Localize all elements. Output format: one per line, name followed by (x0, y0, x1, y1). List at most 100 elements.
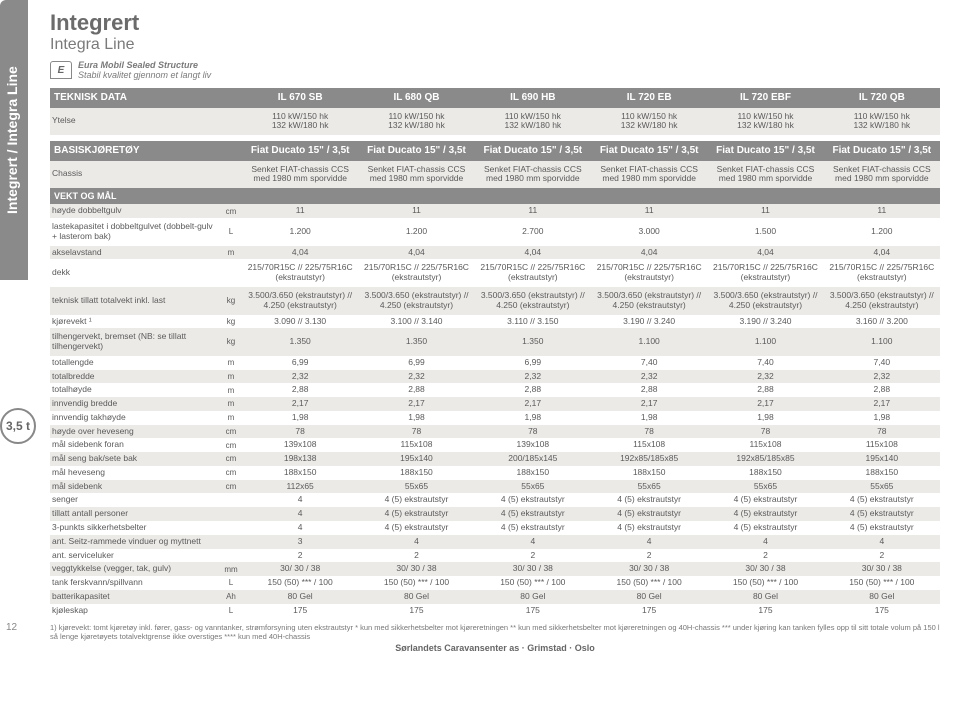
cell: 3.500/3.650 (ekstrautstyr) // 4.250 (eks… (591, 287, 707, 315)
cell: 1.100 (707, 328, 823, 356)
cell: 4 (591, 535, 707, 549)
cell: 4,04 (591, 246, 707, 260)
cell: 55x65 (358, 480, 474, 494)
cell: 188x150 (824, 466, 940, 480)
cell: 150 (50) *** / 100 (707, 576, 823, 590)
cell: 175 (824, 604, 940, 618)
cell: 1,98 (591, 411, 707, 425)
table-row: tillatt antall personer44 (5) ekstrautst… (50, 507, 940, 521)
row-unit: m (220, 356, 242, 370)
cell: 150 (50) *** / 100 (824, 576, 940, 590)
row-label: Chassis (50, 161, 220, 189)
cell: 11 (824, 204, 940, 218)
row-unit: kg (220, 287, 242, 315)
cell: Fiat Ducato 15" / 3,5t (707, 141, 823, 161)
cell: Fiat Ducato 15" / 3,5t (591, 141, 707, 161)
cell: 4 (5) ekstrautstyr (824, 507, 940, 521)
row-unit: kg (220, 315, 242, 329)
row-unit: cm (220, 466, 242, 480)
row-label: høyde dobbeltgulv (50, 204, 220, 218)
cell: 55x65 (475, 480, 591, 494)
cell: 4,04 (242, 246, 358, 260)
cell: 4,04 (475, 246, 591, 260)
cell: 112x65 (242, 480, 358, 494)
cell: 30/ 30 / 38 (591, 562, 707, 576)
cell: 1.350 (242, 328, 358, 356)
cell: 6,99 (475, 356, 591, 370)
row-unit (220, 549, 242, 563)
cell: 2,88 (707, 383, 823, 397)
cell: 4 (5) ekstrautstyr (358, 521, 474, 535)
cell: 11 (358, 204, 474, 218)
cell: 1.350 (475, 328, 591, 356)
cell: 2,17 (824, 397, 940, 411)
cell: 2,17 (358, 397, 474, 411)
header-model: IL 670 SB (242, 88, 358, 108)
cell: 2,32 (707, 370, 823, 384)
row-unit: L (220, 576, 242, 590)
cell: 2,88 (824, 383, 940, 397)
cell: Fiat Ducato 15" / 3,5t (824, 141, 940, 161)
table-row: BASISKJØRETØYFiat Ducato 15" / 3,5tFiat … (50, 141, 940, 161)
cell: 110 kW/150 hk132 kW/180 hk (475, 108, 591, 136)
row-unit (220, 161, 242, 189)
cell: 175 (358, 604, 474, 618)
row-label: totallengde (50, 356, 220, 370)
row-unit: cm (220, 425, 242, 439)
cell: 78 (591, 425, 707, 439)
cell: 188x150 (591, 466, 707, 480)
cell: 3.190 // 3.240 (707, 315, 823, 329)
cell: 192x85/185x85 (591, 452, 707, 466)
cell: 6,99 (242, 356, 358, 370)
cell: 3.190 // 3.240 (591, 315, 707, 329)
cell: 80 Gel (707, 590, 823, 604)
table-row: ant. Seitz-rammede vinduer og myttnett34… (50, 535, 940, 549)
cell: 2 (475, 549, 591, 563)
cell: 188x150 (242, 466, 358, 480)
cell: 1,98 (475, 411, 591, 425)
cell: 4 (5) ekstrautstyr (475, 521, 591, 535)
cell: 4 (5) ekstrautstyr (707, 493, 823, 507)
row-label: batterikapasitet (50, 590, 220, 604)
cell: 2,32 (824, 370, 940, 384)
cell: 80 Gel (475, 590, 591, 604)
page-title: Integrert (50, 10, 940, 36)
cell: 2,32 (358, 370, 474, 384)
row-label: mål sidebenk foran (50, 438, 220, 452)
cell: 3.110 // 3.150 (475, 315, 591, 329)
cell: 188x150 (707, 466, 823, 480)
cell: 11 (591, 204, 707, 218)
table-row: veggtykkelse (vegger, tak, gulv)mm30/ 30… (50, 562, 940, 576)
cell: 80 Gel (358, 590, 474, 604)
cell: 2,88 (242, 383, 358, 397)
table-row: høyde over hevesengcm787878787878 (50, 425, 940, 439)
row-label: totalhøyde (50, 383, 220, 397)
cell: Senket FIAT-chassis CCS med 1980 mm spor… (475, 161, 591, 189)
cell: 4 (242, 493, 358, 507)
table-row: innvendig breddem2,172,172,172,172,172,1… (50, 397, 940, 411)
row-unit: cm (220, 438, 242, 452)
page-subtitle: Integra Line (50, 36, 940, 54)
row-label: kjørevekt ¹ (50, 315, 220, 329)
cell: 4,04 (707, 246, 823, 260)
table-row: akselavstandm4,044,044,044,044,044,04 (50, 246, 940, 260)
cell: 1,98 (242, 411, 358, 425)
cell: 215/70R15C // 225/75R16C (ekstrautstyr) (707, 259, 823, 287)
table-row: mål hevesengcm188x150188x150188x150188x1… (50, 466, 940, 480)
row-label: kjøleskap (50, 604, 220, 618)
cell: 4 (242, 521, 358, 535)
row-unit: m (220, 370, 242, 384)
table-row: mål sidebenk forancm139x108115x108139x10… (50, 438, 940, 452)
footer-text: Sørlandets Caravansenter as · Grimstad ·… (50, 643, 940, 653)
table-row: dekk215/70R15C // 225/75R16C (ekstrautst… (50, 259, 940, 287)
cell: 4 (358, 535, 474, 549)
cell: 78 (475, 425, 591, 439)
row-label: totalbredde (50, 370, 220, 384)
cell: 4 (5) ekstrautstyr (591, 521, 707, 535)
cell: 110 kW/150 hk132 kW/180 hk (707, 108, 823, 136)
cell: 30/ 30 / 38 (358, 562, 474, 576)
cell: 4 (5) ekstrautstyr (475, 493, 591, 507)
cell: 80 Gel (242, 590, 358, 604)
cell: 30/ 30 / 38 (824, 562, 940, 576)
cell: 110 kW/150 hk132 kW/180 hk (591, 108, 707, 136)
